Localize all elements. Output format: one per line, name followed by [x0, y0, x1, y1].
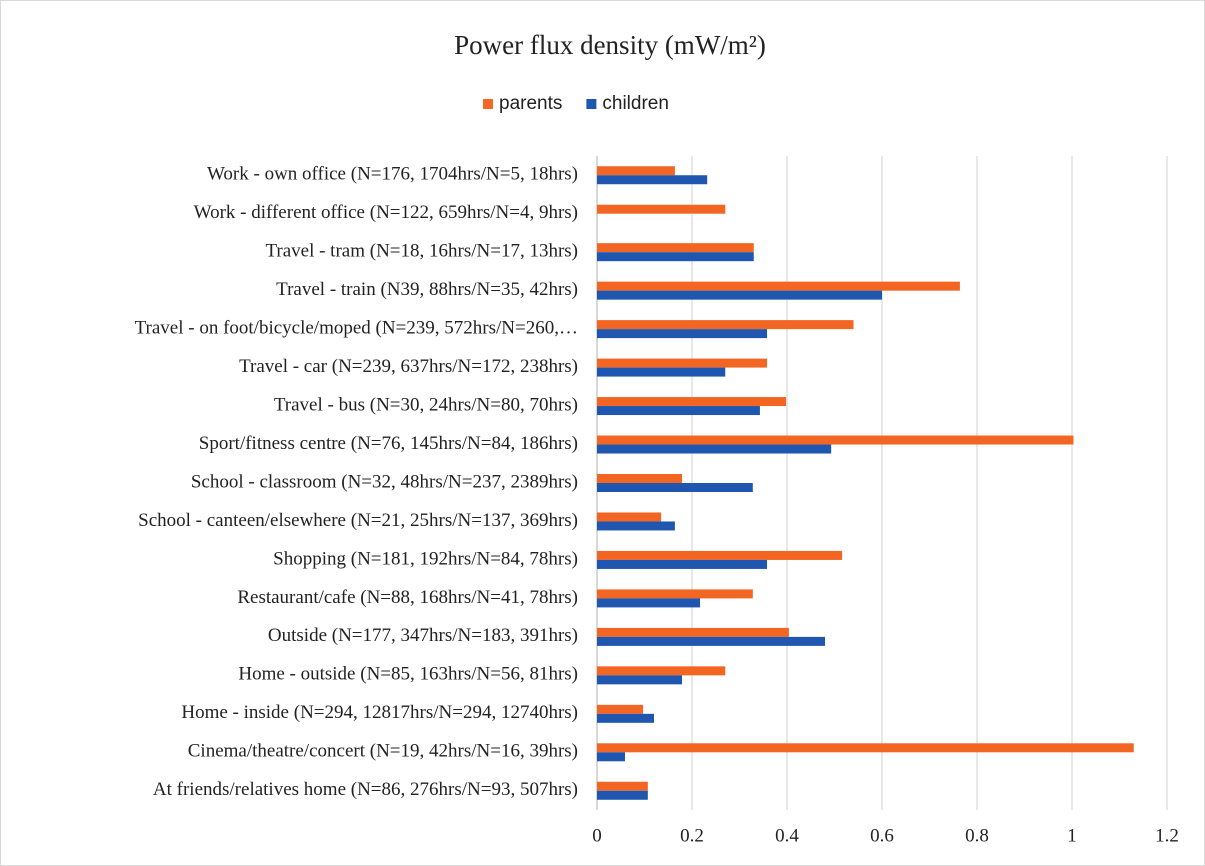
legend-label: parents	[499, 93, 562, 114]
y-tick-label: Shopping (N=181, 192hrs/N=84, 78hrs)	[273, 548, 578, 569]
y-tick-label: Outside (N=177, 347hrs/N=183, 391hrs)	[268, 625, 578, 646]
bar	[597, 713, 654, 723]
bar	[597, 627, 789, 637]
y-tick-label: School - classroom (N=32, 48hrs/N=237, 2…	[191, 471, 578, 492]
y-tick-label: School - canteen/elsewhere (N=21, 25hrs/…	[138, 510, 578, 531]
bar	[597, 435, 1074, 445]
x-tick-label: 0.8	[965, 825, 989, 846]
y-tick-label: Travel - bus (N=30, 24hrs/N=80, 70hrs)	[274, 394, 578, 415]
x-tick-label: 0.6	[870, 825, 894, 846]
bar	[597, 512, 662, 522]
bar	[597, 781, 648, 791]
y-tick-label: Restaurant/cafe (N=88, 168hrs/N=41, 78hr…	[237, 587, 578, 608]
y-tick-label: Work - own office (N=176, 1704hrs/N=5, 1…	[207, 164, 578, 185]
bar	[597, 252, 754, 262]
chart-title: Power flux density (mW/m²)	[454, 30, 766, 60]
bar	[597, 752, 626, 762]
x-tick-label: 1.2	[1155, 825, 1179, 846]
x-tick-label: 1	[1067, 825, 1077, 846]
y-tick-label: At friends/relatives home (N=86, 276hrs/…	[153, 779, 578, 800]
bar	[597, 367, 726, 377]
bar	[597, 406, 760, 416]
y-tick-label: Home - outside (N=85, 163hrs/N=56, 81hrs…	[238, 664, 578, 685]
bar	[597, 675, 683, 685]
bar	[597, 521, 675, 531]
bar	[597, 166, 675, 176]
bar	[597, 320, 854, 330]
bar	[597, 290, 882, 300]
legend-swatch	[586, 99, 597, 109]
bar	[597, 329, 768, 339]
bar	[597, 444, 832, 454]
y-tick-label: Travel - on foot/bicycle/moped (N=239, 5…	[135, 317, 578, 338]
bar	[597, 358, 768, 368]
legend-swatch	[483, 99, 493, 109]
bar	[597, 589, 753, 599]
y-tick-label: Home - inside (N=294, 12817hrs/N=294, 12…	[181, 702, 578, 723]
bar	[597, 704, 644, 714]
y-tick-label: Travel - car (N=239, 637hrs/N=172, 238hr…	[239, 356, 578, 377]
y-tick-label: Cinema/theatre/concert (N=19, 42hrs/N=16…	[188, 741, 578, 762]
bar	[597, 636, 825, 646]
x-tick-label: 0	[592, 825, 602, 846]
bar	[597, 598, 701, 608]
bar	[597, 550, 843, 560]
bar	[597, 790, 648, 800]
bar	[597, 666, 726, 676]
y-tick-label: Work - different office (N=122, 659hrs/N…	[194, 202, 578, 223]
bar	[597, 243, 754, 253]
legend-label: children	[602, 93, 669, 114]
y-tick-label: Sport/fitness centre (N=76, 145hrs/N=84,…	[199, 433, 578, 454]
bar	[597, 483, 753, 492]
bar	[597, 281, 960, 291]
bar	[597, 397, 787, 407]
x-tick-label: 0.4	[775, 825, 799, 846]
bar	[597, 743, 1134, 753]
bar	[597, 559, 768, 569]
bar	[597, 204, 726, 214]
y-tick-label: Travel - tram (N=18, 16hrs/N=17, 13hrs)	[265, 241, 578, 262]
bar	[597, 474, 683, 483]
bar	[597, 175, 708, 185]
x-tick-label: 0.2	[680, 825, 704, 846]
y-tick-label: Travel - train (N39, 88hrs/N=35, 42hrs)	[276, 279, 578, 300]
